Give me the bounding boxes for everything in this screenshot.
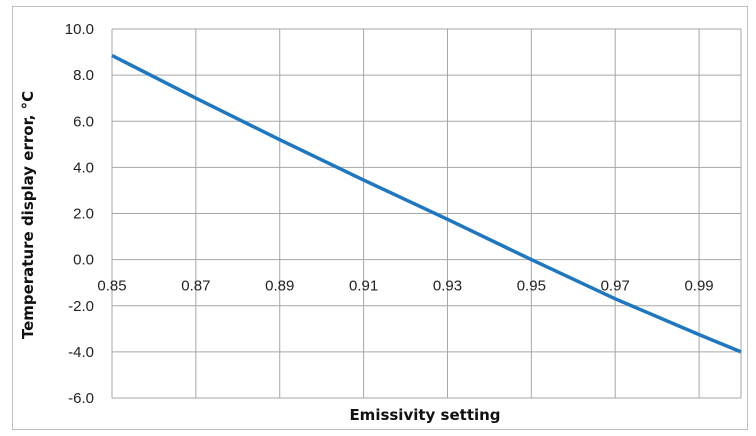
x-tick-labels: 0.85 0.87 0.89 0.91 0.93 0.95 0.97 0.99	[97, 278, 713, 295]
y-tick-label: 2.0	[73, 206, 94, 223]
x-axis-title: Emissivity setting	[349, 406, 500, 424]
y-tick-label: -2.0	[68, 298, 94, 315]
x-tick-label: 0.95	[517, 278, 546, 295]
x-tick-label: 0.97	[601, 278, 630, 295]
grid-lines	[111, 28, 742, 399]
y-tick-label: 4.0	[73, 159, 94, 176]
y-tick-label: 8.0	[73, 67, 94, 84]
y-tick-label: 10.0	[65, 21, 94, 38]
x-tick-label: 0.99	[684, 278, 713, 295]
chart-frame	[12, 6, 748, 430]
y-tick-label: 6.0	[73, 113, 94, 130]
y-tick-labels: 10.0 8.0 6.0 4.0 2.0 0.0 -2.0 -4.0 -6.0	[65, 21, 94, 407]
x-tick-label: 0.93	[433, 278, 462, 295]
x-tick-label: 0.91	[349, 278, 378, 295]
x-tick-label: 0.85	[97, 278, 126, 295]
y-axis-title: Temperature display error, °C	[19, 91, 37, 339]
series-line	[111, 53, 742, 354]
y-tick-label: -4.0	[68, 344, 94, 361]
x-tick-label: 0.89	[265, 278, 294, 295]
x-tick-label: 0.87	[181, 278, 210, 295]
y-tick-label: 0.0	[73, 252, 94, 269]
series-lines	[111, 53, 742, 354]
y-tick-label: -6.0	[68, 390, 94, 407]
